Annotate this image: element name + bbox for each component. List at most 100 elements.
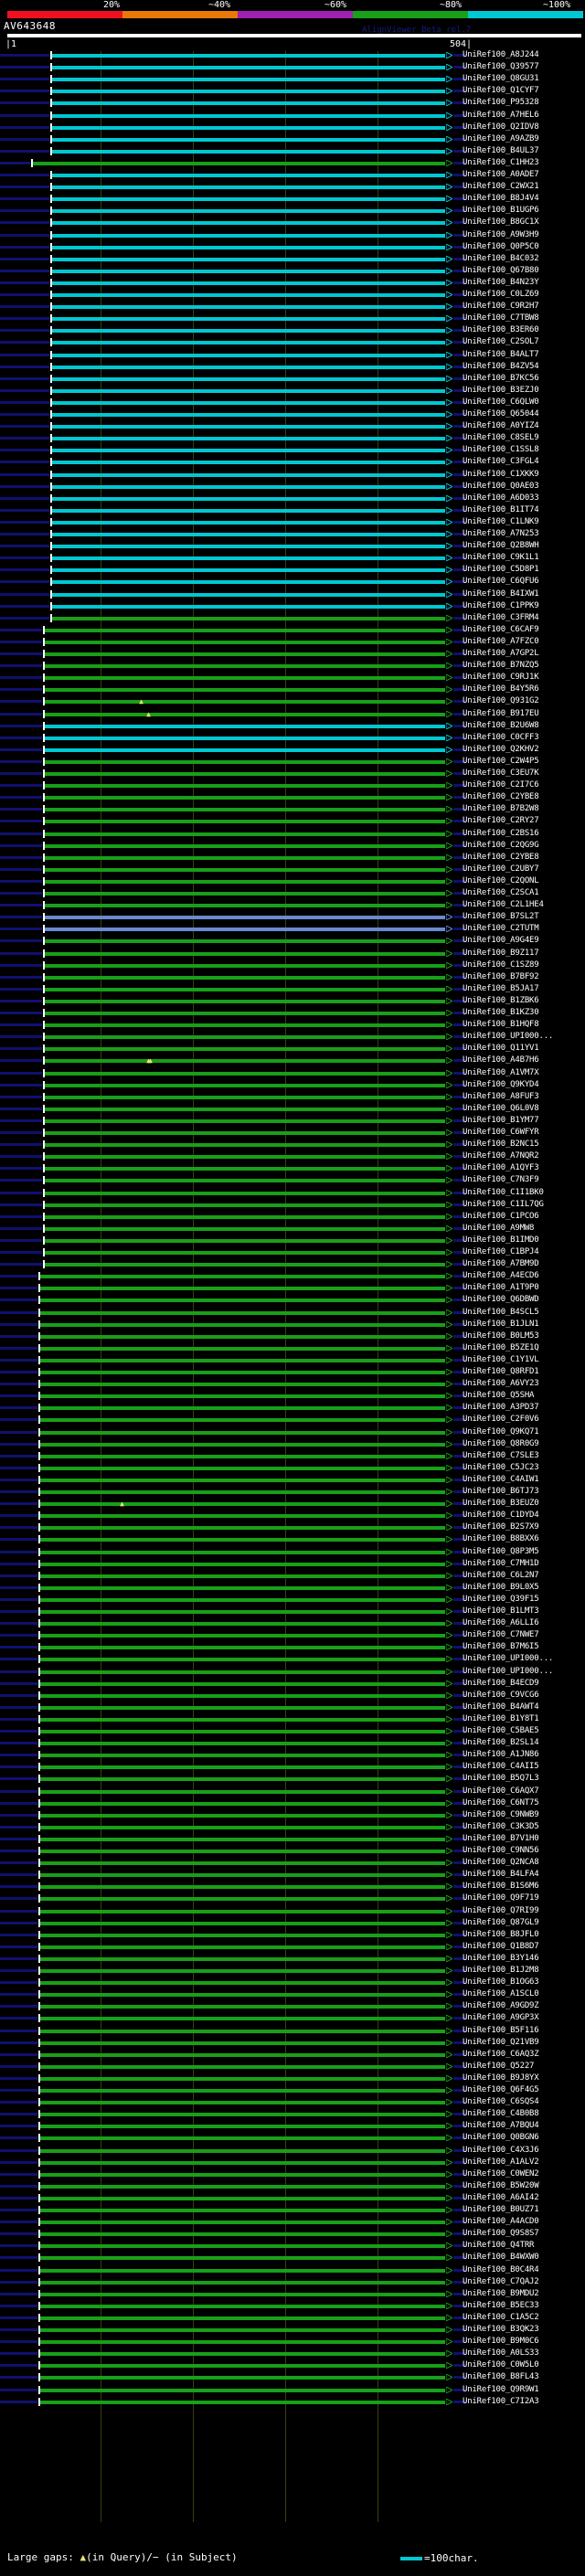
sequence-id-label[interactable]: UniRef100_C1SZ89 xyxy=(463,959,539,970)
sequence-id-label[interactable]: UniRef100_A7HEL6 xyxy=(463,110,539,120)
alignment-bar[interactable] xyxy=(52,437,445,441)
sequence-id-label[interactable]: UniRef100_C1SSL8 xyxy=(463,445,539,455)
alignment-row[interactable]: UniRef100_C6QFU6 xyxy=(0,577,585,587)
sequence-id-label[interactable]: UniRef100_Q2IDV8 xyxy=(463,122,539,132)
sequence-id-label[interactable]: UniRef100_B1JLN1 xyxy=(463,1319,539,1329)
alignment-bar[interactable] xyxy=(40,2113,445,2117)
alignment-row[interactable]: UniRef100_A8FUF3 xyxy=(0,1092,585,1101)
alignment-bar[interactable] xyxy=(40,1310,445,1315)
sequence-id-label[interactable]: UniRef100_Q67B80 xyxy=(463,265,539,275)
alignment-bar[interactable] xyxy=(45,1238,445,1243)
sequence-id-label[interactable]: UniRef100_B1YM77 xyxy=(463,1115,539,1125)
sequence-id-label[interactable]: UniRef100_Q9F719 xyxy=(463,1893,539,1903)
alignment-bar[interactable] xyxy=(40,2352,445,2357)
alignment-row[interactable]: UniRef100_B5W20W xyxy=(0,2181,585,2190)
alignment-bar[interactable] xyxy=(40,2244,445,2249)
alignment-row[interactable]: UniRef100_C7QAJ2 xyxy=(0,2277,585,2286)
alignment-bar[interactable] xyxy=(40,1406,445,1411)
sequence-id-label[interactable]: UniRef100_B3ER60 xyxy=(463,325,539,335)
alignment-bar[interactable] xyxy=(45,928,445,932)
alignment-bar[interactable] xyxy=(45,820,445,824)
alignment-bar[interactable] xyxy=(40,1850,445,1853)
alignment-row[interactable]: UniRef100_C1Y1VL xyxy=(0,1355,585,1364)
sequence-id-label[interactable]: UniRef100_Q6L0V8 xyxy=(463,1103,539,1113)
alignment-bar[interactable] xyxy=(45,1083,445,1087)
alignment-bar[interactable] xyxy=(40,2209,445,2212)
alignment-bar[interactable] xyxy=(40,1394,445,1399)
sequence-id-label[interactable]: UniRef100_C8SEL9 xyxy=(463,433,539,443)
alignment-row[interactable]: UniRef100_A7BM9D xyxy=(0,1259,585,1269)
sequence-id-label[interactable]: UniRef100_UPI000... xyxy=(463,1654,554,1664)
alignment-bar[interactable] xyxy=(52,221,445,226)
alignment-row[interactable]: UniRef100_Q87GL9 xyxy=(0,1918,585,1927)
alignment-bar[interactable] xyxy=(40,2125,445,2129)
alignment-bar[interactable] xyxy=(40,1933,445,1937)
alignment-row[interactable]: UniRef100_C1BPJ4 xyxy=(0,1247,585,1256)
alignment-row[interactable]: UniRef100_B8GC1X xyxy=(0,217,585,228)
alignment-bar[interactable] xyxy=(40,2340,445,2345)
sequence-id-label[interactable]: UniRef100_Q39577 xyxy=(463,62,539,72)
alignment-row[interactable]: UniRef100_UPI000... xyxy=(0,1667,585,1676)
alignment-bar[interactable] xyxy=(45,1107,445,1111)
alignment-row[interactable]: UniRef100_C2SOL7 xyxy=(0,337,585,347)
alignment-row[interactable]: UniRef100_B4Y5R6 xyxy=(0,684,585,694)
alignment-row[interactable]: UniRef100_Q7RI99 xyxy=(0,1906,585,1915)
alignment-row[interactable]: UniRef100_B4SCL5 xyxy=(0,1307,585,1317)
sequence-id-label[interactable]: UniRef100_B3EUZ0 xyxy=(463,1499,539,1509)
alignment-bar[interactable] xyxy=(40,1538,445,1542)
alignment-row[interactable]: UniRef100_Q2IDV8 xyxy=(0,122,585,132)
alignment-row[interactable]: UniRef100_C6L2N7 xyxy=(0,1571,585,1580)
alignment-row[interactable]: UniRef100_B4IXW1 xyxy=(0,589,585,599)
sequence-id-label[interactable]: UniRef100_C2UBY7 xyxy=(463,864,539,874)
alignment-row[interactable]: UniRef100_C1SZ89 xyxy=(0,959,585,970)
alignment-row[interactable]: UniRef100_Q5SHA xyxy=(0,1391,585,1401)
alignment-bar[interactable] xyxy=(45,1023,445,1028)
alignment-bar[interactable] xyxy=(52,125,445,130)
alignment-row[interactable]: UniRef100_B1Y8T1 xyxy=(0,1714,585,1723)
alignment-bar[interactable] xyxy=(45,1263,445,1267)
sequence-id-label[interactable]: UniRef100_C1PCO6 xyxy=(463,1211,539,1221)
alignment-bar[interactable] xyxy=(40,1634,445,1638)
alignment-bar[interactable] xyxy=(45,1226,445,1231)
alignment-bar[interactable] xyxy=(52,425,445,429)
sequence-id-label[interactable]: UniRef100_B4SCL5 xyxy=(463,1307,539,1317)
alignment-bar[interactable] xyxy=(40,1287,445,1291)
alignment-row[interactable]: UniRef100_A7FZC0 xyxy=(0,637,585,646)
alignment-row[interactable]: UniRef100_A6D033 xyxy=(0,493,585,503)
alignment-row[interactable]: UniRef100_Q6L0V8 xyxy=(0,1103,585,1113)
alignment-row[interactable]: UniRef100_A7NQR2 xyxy=(0,1151,585,1161)
sequence-id-label[interactable]: UniRef100_B9L0X5 xyxy=(463,1582,539,1592)
sequence-id-label[interactable]: UniRef100_C1HH23 xyxy=(463,157,539,167)
alignment-bar[interactable] xyxy=(40,1383,445,1387)
alignment-bar[interactable] xyxy=(40,1418,445,1423)
alignment-row[interactable]: UniRef100_C2L1HE4 xyxy=(0,900,585,910)
sequence-id-label[interactable]: UniRef100_C1PPK9 xyxy=(463,600,539,610)
alignment-row[interactable]: UniRef100_Q4TRR xyxy=(0,2241,585,2251)
sequence-id-label[interactable]: UniRef100_B5ZE1Q xyxy=(463,1342,539,1352)
alignment-bar[interactable] xyxy=(40,1705,445,1710)
alignment-row[interactable]: UniRef100_A7HEL6 xyxy=(0,111,585,120)
sequence-id-label[interactable]: UniRef100_B1OG63 xyxy=(463,1977,539,1988)
alignment-bar[interactable] xyxy=(40,1789,445,1794)
sequence-id-label[interactable]: UniRef100_Q931G2 xyxy=(463,696,539,706)
alignment-bar[interactable] xyxy=(40,1693,445,1698)
sequence-id-label[interactable]: UniRef100_B8BXX6 xyxy=(463,1534,539,1544)
alignment-bar[interactable] xyxy=(52,353,445,357)
alignment-bar[interactable] xyxy=(40,2388,445,2392)
sequence-id-label[interactable]: UniRef100_Q9KQ71 xyxy=(463,1426,539,1436)
alignment-row[interactable]: UniRef100_Q0BGN6 xyxy=(0,2133,585,2143)
alignment-row[interactable]: UniRef100_Q21VB9 xyxy=(0,2038,585,2047)
sequence-id-label[interactable]: UniRef100_C0W5L0 xyxy=(463,2360,539,2370)
sequence-id-label[interactable]: UniRef100_B7KC56 xyxy=(463,373,539,383)
sequence-id-label[interactable]: UniRef100_B0LM53 xyxy=(463,1330,539,1341)
sequence-id-label[interactable]: UniRef100_Q5SHA xyxy=(463,1391,535,1401)
sequence-id-label[interactable]: UniRef100_B8J4V4 xyxy=(463,194,539,204)
sequence-id-label[interactable]: UniRef100_C7I2A3 xyxy=(463,2396,539,2406)
alignment-row[interactable]: UniRef100_C1A5C2 xyxy=(0,2313,585,2322)
sequence-id-label[interactable]: UniRef100_C5JC23 xyxy=(463,1462,539,1472)
alignment-bar[interactable] xyxy=(45,796,445,800)
alignment-row[interactable]: UniRef100_C2TUTM xyxy=(0,924,585,934)
alignment-bar[interactable] xyxy=(52,508,445,513)
alignment-bar[interactable] xyxy=(45,724,445,728)
alignment-bar[interactable] xyxy=(40,2304,445,2308)
